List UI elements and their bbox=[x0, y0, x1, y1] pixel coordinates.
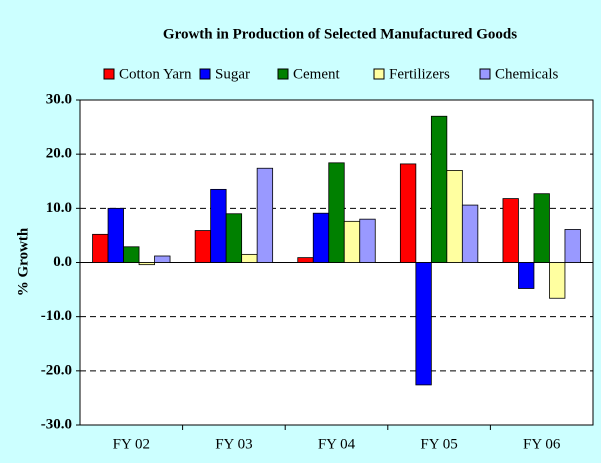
y-tick-label: 10.0 bbox=[46, 200, 72, 216]
bar bbox=[210, 188, 227, 263]
y-tick-label: 0.0 bbox=[53, 254, 72, 270]
y-tick-label: 20.0 bbox=[46, 146, 72, 162]
x-tick-label: FY 05 bbox=[420, 436, 457, 452]
x-tick-label: FY 04 bbox=[318, 436, 356, 452]
bar bbox=[564, 229, 581, 263]
bar bbox=[446, 170, 463, 263]
legend-swatch bbox=[479, 68, 491, 80]
y-tick-label: 30.0 bbox=[46, 91, 72, 107]
legend-swatch bbox=[373, 68, 385, 80]
legend-swatch bbox=[103, 68, 115, 80]
bar bbox=[399, 163, 417, 263]
bar bbox=[225, 213, 243, 263]
bar bbox=[359, 218, 376, 263]
legend-swatch bbox=[277, 68, 289, 80]
legend-label: Chemicals bbox=[495, 66, 558, 82]
bar bbox=[123, 246, 140, 263]
bar bbox=[328, 162, 345, 263]
bar bbox=[297, 257, 314, 263]
x-tick-label: FY 06 bbox=[523, 436, 561, 452]
bar bbox=[107, 207, 124, 263]
y-tick-label: -30.0 bbox=[41, 416, 72, 432]
x-tick-label: FY 02 bbox=[113, 436, 150, 452]
bar bbox=[415, 262, 432, 386]
bar bbox=[461, 204, 479, 263]
chart-title: Growth in Production of Selected Manufac… bbox=[163, 26, 517, 42]
bar bbox=[312, 212, 330, 263]
bar bbox=[138, 262, 155, 266]
bar bbox=[533, 193, 550, 263]
bar bbox=[241, 253, 258, 263]
legend-label: Fertilizers bbox=[389, 66, 450, 82]
bar bbox=[92, 233, 109, 263]
bar bbox=[343, 220, 361, 263]
legend-label: Cotton Yarn bbox=[119, 66, 192, 82]
legend-label: Cement bbox=[293, 66, 340, 82]
y-axis-label: % Growth bbox=[15, 227, 31, 296]
bar bbox=[518, 262, 535, 289]
bar bbox=[549, 262, 566, 299]
legend-label: Sugar bbox=[215, 66, 250, 82]
x-tick-label: FY 03 bbox=[215, 436, 252, 452]
bar bbox=[256, 167, 274, 263]
bar bbox=[154, 255, 171, 263]
y-tick-label: -10.0 bbox=[41, 308, 72, 324]
bar bbox=[430, 115, 448, 263]
legend-swatch bbox=[199, 68, 211, 80]
bar bbox=[502, 198, 519, 263]
bar bbox=[194, 230, 212, 263]
y-tick-label: -20.0 bbox=[41, 362, 72, 378]
